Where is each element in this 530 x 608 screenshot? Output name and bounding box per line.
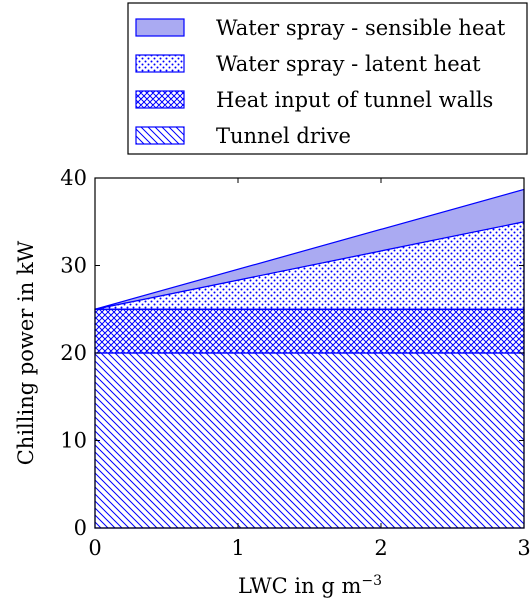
- legend-swatch-water-spray-latent-heat: [135, 54, 185, 73]
- legend-label-tunnel-drive: Tunnel drive: [216, 124, 351, 148]
- y-tick-label: 20: [60, 341, 87, 365]
- y-axis-label: Chilling power in kW: [14, 240, 38, 465]
- series-area-heat-input-of-tunnel-walls: [94, 308, 525, 354]
- legend-box: [127, 2, 528, 155]
- series-area-tunnel-drive: [94, 352, 525, 529]
- x-tick-label: 3: [517, 536, 530, 560]
- legend-swatch-heat-input-of-tunnel-walls: [135, 90, 185, 109]
- x-axis-label: LWC in g m−3: [238, 573, 382, 598]
- y-tick-label: 0: [74, 516, 87, 540]
- y-tick-label: 30: [60, 254, 87, 278]
- legend-swatch-water-spray-sensible-heat: [135, 18, 185, 37]
- x-tick-label: 2: [374, 536, 387, 560]
- y-tick-label: 10: [60, 429, 87, 453]
- legend-swatch-tunnel-drive: [135, 126, 185, 145]
- legend-label-heat-input-of-tunnel-walls: Heat input of tunnel walls: [216, 88, 493, 112]
- x-tick-label: 1: [231, 536, 244, 560]
- legend: Water spray - sensible heat Water spray -…: [127, 2, 528, 155]
- legend-label-water-spray-sensible-heat: Water spray - sensible heat: [216, 16, 506, 40]
- legend-label-water-spray-latent-heat: Water spray - latent heat: [216, 52, 481, 76]
- y-tick-label: 40: [60, 166, 87, 190]
- x-tick-label: 0: [88, 536, 101, 560]
